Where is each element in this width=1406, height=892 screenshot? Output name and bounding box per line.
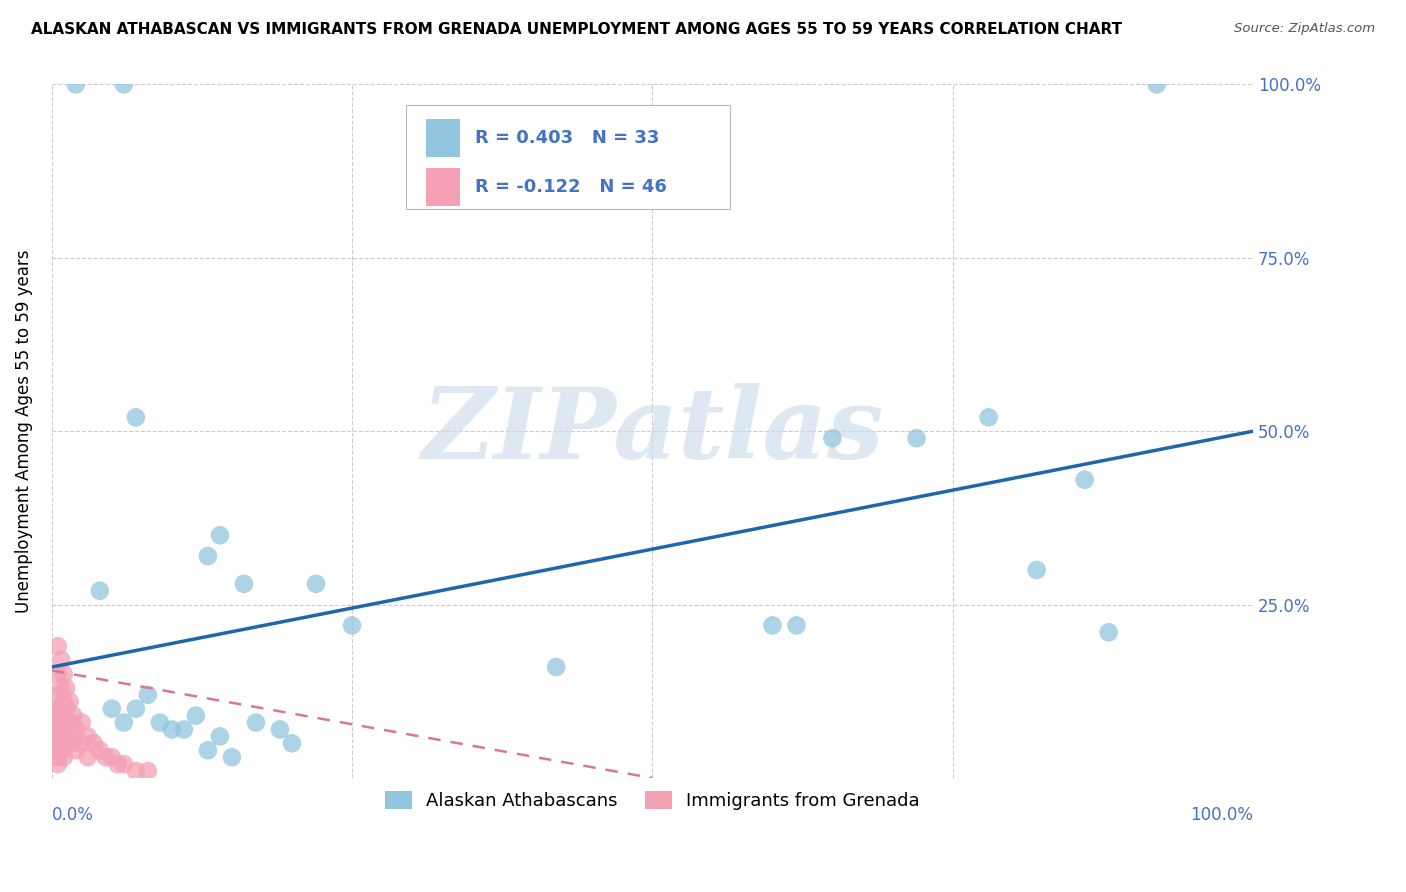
Point <box>51 701 73 715</box>
FancyBboxPatch shape <box>406 105 730 210</box>
Point <box>1073 473 1095 487</box>
Text: Source: ZipAtlas.com: Source: ZipAtlas.com <box>1234 22 1375 36</box>
Point <box>52 667 75 681</box>
Point <box>125 764 148 778</box>
Point <box>1146 78 1168 92</box>
Point <box>232 576 254 591</box>
Point <box>208 528 231 542</box>
Point <box>149 715 172 730</box>
Point <box>46 688 69 702</box>
Point <box>281 736 304 750</box>
FancyBboxPatch shape <box>426 120 460 157</box>
FancyBboxPatch shape <box>426 168 460 206</box>
Point <box>197 549 219 563</box>
Text: ALASKAN ATHABASCAN VS IMMIGRANTS FROM GRENADA UNEMPLOYMENT AMONG AGES 55 TO 59 Y: ALASKAN ATHABASCAN VS IMMIGRANTS FROM GR… <box>31 22 1122 37</box>
Point <box>184 708 207 723</box>
Point <box>125 701 148 715</box>
Point <box>62 730 84 744</box>
Point <box>208 730 231 744</box>
Point <box>46 757 69 772</box>
Point <box>51 653 73 667</box>
Point <box>65 723 87 737</box>
Point <box>52 750 75 764</box>
Point <box>269 723 291 737</box>
Point <box>46 723 69 737</box>
Point <box>83 736 105 750</box>
Point <box>821 431 844 445</box>
Point <box>46 730 69 744</box>
Point <box>51 743 73 757</box>
Text: 100.0%: 100.0% <box>1189 805 1253 823</box>
Point <box>136 764 159 778</box>
Point <box>46 736 69 750</box>
Point <box>136 688 159 702</box>
Point <box>55 681 77 695</box>
Point <box>94 750 117 764</box>
Point <box>112 757 135 772</box>
Point <box>51 681 73 695</box>
Point <box>65 78 87 92</box>
Point <box>46 708 69 723</box>
Point <box>107 757 129 772</box>
Point <box>977 410 1000 425</box>
Point <box>70 736 93 750</box>
Point <box>221 750 243 764</box>
Point <box>305 576 328 591</box>
Point <box>52 695 75 709</box>
Point <box>46 743 69 757</box>
Point <box>905 431 928 445</box>
Point <box>46 639 69 653</box>
Point <box>101 750 124 764</box>
Point <box>1098 625 1121 640</box>
Point <box>546 660 568 674</box>
Point <box>245 715 267 730</box>
Point <box>52 736 75 750</box>
Point <box>101 701 124 715</box>
Point <box>51 715 73 730</box>
Point <box>89 583 111 598</box>
Point <box>125 410 148 425</box>
Point <box>112 715 135 730</box>
Point <box>52 723 75 737</box>
Point <box>340 618 363 632</box>
Point <box>62 708 84 723</box>
Point <box>55 723 77 737</box>
Point <box>55 701 77 715</box>
Text: R = -0.122   N = 46: R = -0.122 N = 46 <box>475 178 666 195</box>
Point <box>173 723 195 737</box>
Point <box>65 743 87 757</box>
Point <box>52 708 75 723</box>
Point <box>761 618 783 632</box>
Point <box>785 618 807 632</box>
Point <box>59 736 82 750</box>
Point <box>197 743 219 757</box>
Point <box>46 701 69 715</box>
Point <box>70 715 93 730</box>
Text: ZIPatlas: ZIPatlas <box>422 383 883 480</box>
Point <box>46 715 69 730</box>
Y-axis label: Unemployment Among Ages 55 to 59 years: Unemployment Among Ages 55 to 59 years <box>15 250 32 613</box>
Text: R = 0.403   N = 33: R = 0.403 N = 33 <box>475 129 659 147</box>
Point <box>89 743 111 757</box>
Point <box>112 78 135 92</box>
Point <box>51 730 73 744</box>
Point <box>76 750 98 764</box>
Point <box>46 750 69 764</box>
Point <box>1025 563 1047 577</box>
Point <box>59 715 82 730</box>
Legend: Alaskan Athabascans, Immigrants from Grenada: Alaskan Athabascans, Immigrants from Gre… <box>377 784 927 818</box>
Point <box>59 695 82 709</box>
Point <box>76 730 98 744</box>
Text: 0.0%: 0.0% <box>52 805 94 823</box>
Point <box>46 667 69 681</box>
Point <box>160 723 183 737</box>
